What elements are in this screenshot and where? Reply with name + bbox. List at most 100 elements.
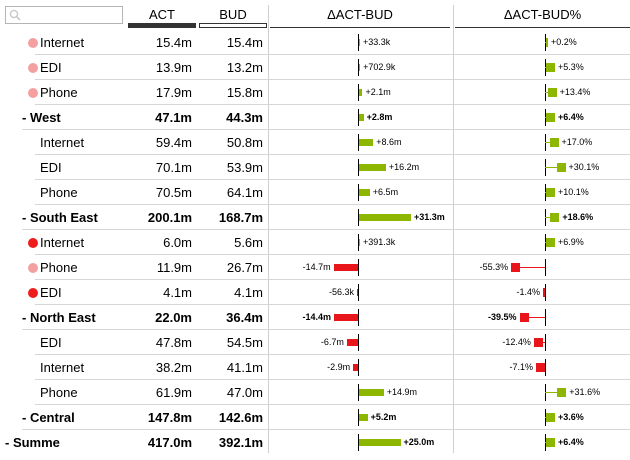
delta-pct-header-underline xyxy=(455,27,630,28)
table-row[interactable]: Internet 6.0m 5.6m +391.3k +6.9% xyxy=(0,230,630,255)
delta-axis xyxy=(358,34,359,51)
search-input[interactable] xyxy=(5,6,123,24)
delta-pct-label: +31.6% xyxy=(569,387,601,397)
delta-pct-pin-head xyxy=(546,38,548,47)
delta-bar xyxy=(359,239,360,246)
bud-value: 13.2m xyxy=(226,60,263,75)
act-value: 17.9m xyxy=(155,85,192,100)
bud-value: 392.1m xyxy=(218,435,263,450)
table-row[interactable]: Phone 11.9m 26.7m -14.7m -55.3% xyxy=(0,255,630,280)
delta-pct-axis xyxy=(545,259,546,276)
delta-pct-pin-head xyxy=(546,238,555,247)
table-row[interactable]: Phone 17.9m 15.8m +2.1m +13.4% xyxy=(0,80,630,105)
delta-axis xyxy=(358,59,359,76)
act-value: 4.1m xyxy=(163,285,192,300)
bud-value: 26.7m xyxy=(226,260,263,275)
row-label: Phone xyxy=(40,85,78,100)
delta-bar xyxy=(334,314,358,321)
row-separator xyxy=(22,429,630,430)
table-row[interactable]: - Summe 417.0m 392.1m +25.0m +6.4% xyxy=(0,430,630,455)
table-row[interactable]: Internet 15.4m 15.4m +33.3k +0.2% xyxy=(0,30,630,55)
delta-pct-pin-head xyxy=(546,188,555,197)
row-separator xyxy=(35,179,630,180)
delta-pct-pin-line xyxy=(545,142,555,143)
table-row[interactable]: Internet 38.2m 41.1m -2.9m -7.1% xyxy=(0,355,630,380)
row-separator xyxy=(22,229,630,230)
delta-pct-pin-head xyxy=(546,413,555,422)
row-separator xyxy=(35,154,630,155)
delta-label: +8.6m xyxy=(376,137,402,147)
delta-bar xyxy=(359,64,361,71)
delta-axis xyxy=(358,184,359,201)
delta-pct-label: +18.6% xyxy=(562,212,594,222)
delta-label: +16.2m xyxy=(388,162,420,172)
row-label: EDI xyxy=(40,60,62,75)
delta-axis xyxy=(358,309,359,326)
delta-pct-pin-head xyxy=(519,313,529,322)
delta-pct-label: +5.3% xyxy=(558,62,584,72)
table-row[interactable]: EDI 13.9m 13.2m +702.9k +5.3% xyxy=(0,55,630,80)
table-row[interactable]: Phone 70.5m 64.1m +6.5m +10.1% xyxy=(0,180,630,205)
table-row[interactable]: - West 47.1m 44.3m +2.8m +6.4% xyxy=(0,105,630,130)
delta-bar xyxy=(359,214,411,221)
table-row[interactable]: - North East 22.0m 36.4m -14.4m -39.5% xyxy=(0,305,630,330)
table-row[interactable]: - South East 200.1m 168.7m +31.3m +18.6% xyxy=(0,205,630,230)
delta-label: +14.9m xyxy=(386,387,418,397)
delta-label: +33.3k xyxy=(363,37,391,47)
delta-pct-column-header[interactable]: ΔACT-BUD% xyxy=(503,7,582,22)
delta-axis xyxy=(358,109,359,126)
bud-value: 4.1m xyxy=(234,285,263,300)
delta-label: +391.3k xyxy=(363,237,396,247)
row-label: Internet xyxy=(40,360,85,375)
table-row[interactable]: EDI 47.8m 54.5m -6.7m -12.4% xyxy=(0,330,630,355)
delta-pct-pin-head xyxy=(546,438,555,447)
table-row[interactable]: EDI 4.1m 4.1m -56.3k -1.4% xyxy=(0,280,630,305)
bud-value: 41.1m xyxy=(226,360,263,375)
delta-label: +31.3m xyxy=(414,212,445,222)
act-value: 13.9m xyxy=(155,60,192,75)
delta-label: +6.5m xyxy=(372,187,399,197)
act-value: 200.1m xyxy=(147,210,192,225)
bud-header-bar xyxy=(199,23,267,28)
bud-value: 5.6m xyxy=(234,235,263,250)
delta-label: +5.2m xyxy=(370,412,397,422)
table-row[interactable]: Internet 59.4m 50.8m +8.6m +17.0% xyxy=(0,130,630,155)
table-row[interactable]: EDI 70.1m 53.9m +16.2m +30.1% xyxy=(0,155,630,180)
row-label: Phone xyxy=(40,260,78,275)
delta-pct-pin-head xyxy=(547,88,557,97)
delta-label: -14.4m xyxy=(302,312,332,322)
delta-pct-label: +6.4% xyxy=(558,437,584,447)
row-separator xyxy=(35,54,630,55)
row-label: EDI xyxy=(40,285,62,300)
row-separator xyxy=(35,404,630,405)
row-label: EDI xyxy=(40,335,62,350)
table-row[interactable]: - Central 147.8m 142.6m +5.2m +3.6% xyxy=(0,405,630,430)
delta-axis xyxy=(358,409,359,426)
bud-value: 64.1m xyxy=(226,185,263,200)
row-label: - West xyxy=(22,110,61,125)
delta-axis xyxy=(358,359,359,376)
delta-pct-pin-head xyxy=(557,388,567,397)
delta-label: -2.9m xyxy=(327,362,351,372)
act-column-header[interactable]: ACT xyxy=(149,7,175,22)
bud-value: 53.9m xyxy=(226,160,263,175)
delta-pct-label: -12.4% xyxy=(502,337,531,347)
bud-column-header[interactable]: BUD xyxy=(219,7,247,22)
row-separator xyxy=(35,354,630,355)
delta-axis xyxy=(358,284,359,301)
delta-axis xyxy=(358,334,359,351)
delta-pct-pin-line xyxy=(545,417,547,418)
bud-value: 47.0m xyxy=(226,385,263,400)
delta-label: +2.8m xyxy=(366,112,393,122)
delta-pct-label: -55.3% xyxy=(479,262,509,272)
bud-value: 168.7m xyxy=(218,210,263,225)
delta-axis xyxy=(358,159,359,176)
delta-pct-label: +30.1% xyxy=(568,162,600,172)
row-label: Internet xyxy=(40,135,85,150)
delta-column-header[interactable]: ΔACT-BUD xyxy=(327,7,393,22)
delta-pct-axis xyxy=(545,334,546,351)
delta-pct-pin-head xyxy=(556,163,566,172)
delta-bar xyxy=(359,189,370,196)
table-row[interactable]: Phone 61.9m 47.0m +14.9m +31.6% xyxy=(0,380,630,405)
